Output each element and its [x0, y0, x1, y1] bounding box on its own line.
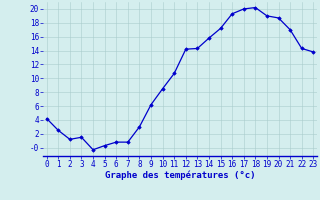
X-axis label: Graphe des températures (°c): Graphe des températures (°c): [105, 171, 255, 180]
